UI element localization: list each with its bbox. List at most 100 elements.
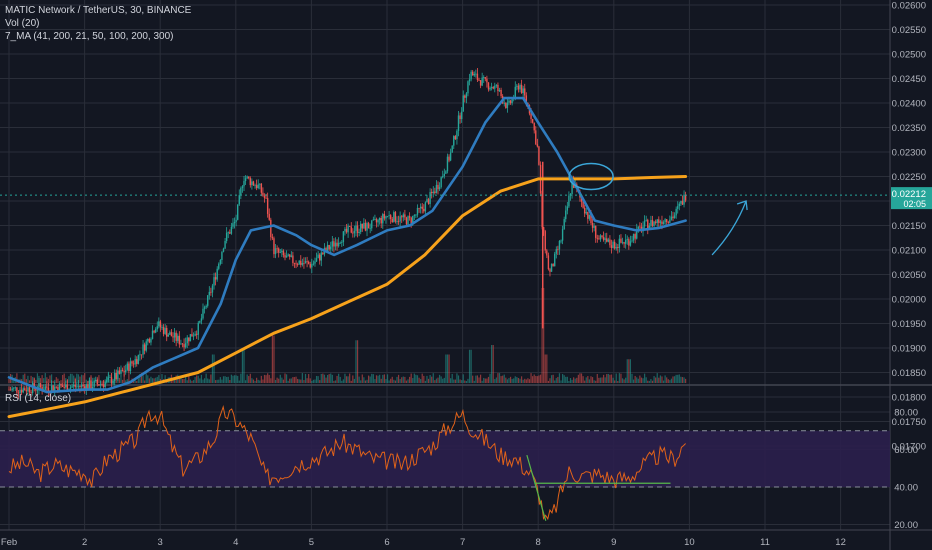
candle-body [16,387,18,393]
volume-bar [44,373,46,383]
rsi-legend[interactable]: RSI (14, close) [5,393,72,404]
volume-bar [71,373,73,383]
volume-bar [126,379,128,383]
volume-bar [347,376,349,383]
candle-body [125,369,127,373]
volume-bar [188,374,190,383]
crossover-circle[interactable] [568,162,614,191]
volume-bar [576,377,578,383]
candle-body [560,240,562,242]
volume-bar [25,379,27,383]
candle-body [139,354,141,356]
volume-bar [443,377,445,383]
volume-bar [366,379,368,383]
volume-bar [229,380,231,383]
volume-bar [271,335,273,383]
candle-body [314,261,316,264]
volume-bar [555,378,557,383]
candle-body [341,242,343,243]
volume-bar [431,376,433,383]
candlestick-series[interactable] [8,68,687,399]
volume-bar [363,377,365,383]
volume-bar [320,373,322,383]
rsi-axis[interactable]: 80.00 60.00 40.00 20.00 [894,408,918,532]
candle-body [61,385,64,388]
symbol-legend[interactable]: MATIC Network / TetherUS, 30, BINANCE [5,5,192,16]
candle-body [54,386,56,391]
candle-body [191,334,193,337]
candle-body [590,214,592,223]
candle-body [195,333,198,335]
volume-bar [662,380,665,383]
candle-body [281,250,283,253]
candle-body [369,228,371,230]
candle-body [98,384,100,386]
price-tick-label: 0.01950 [892,319,926,330]
volume-bar [451,373,453,383]
candle-body [189,334,192,342]
current-price-label: 0.02212 [892,189,926,200]
volume-bar [631,373,633,383]
ma-slow-line[interactable] [7,175,688,419]
candle-body [613,241,616,249]
ma-legend[interactable]: 7_MA (41, 200, 21, 50, 100, 200, 300) [5,31,174,42]
volume-bar [437,377,439,383]
volume-bar [413,373,415,383]
candle-body [270,219,272,238]
candle-body [246,176,248,179]
price-axis[interactable]: 0.02600 0.02550 0.02500 0.02450 0.02400 0.023… [891,1,932,453]
volume-bar [574,378,576,383]
candle-body [615,247,617,249]
candle-body [478,79,480,81]
rsi-tick-label: 60.00 [894,445,918,456]
volume-bar [211,354,214,383]
volume-bar [407,379,409,383]
candle-body [637,226,640,230]
volume-bar [330,373,332,383]
candle-body [664,219,666,223]
volume-bar [650,379,652,383]
candle-body [643,220,646,227]
volume-bar [626,359,628,383]
candle-body [489,88,491,90]
volume-bar [445,354,447,383]
volume-bar [383,374,385,383]
candle-body [364,222,367,231]
candle-body [19,389,21,394]
volume-bar [69,373,72,383]
volume-bar [421,373,423,383]
candle-body [55,386,58,388]
volume-bar [473,380,475,383]
volume-bar [438,374,441,383]
candle-body [292,255,294,263]
candle-body [222,248,225,252]
arrow-shaft[interactable] [711,200,747,256]
rsi-trendline[interactable] [526,454,547,521]
candle-body [356,225,359,234]
volume-bar [120,376,122,383]
volume-bar [516,377,518,383]
candle-body [680,200,682,204]
candle-body [419,206,422,209]
candle-body [677,206,679,209]
candle-body [333,241,335,247]
time-axis[interactable]: Feb 2 3 4 5 6 7 8 9 10 11 12 [1,537,846,548]
candle-body [279,252,281,253]
candle-body [554,253,556,267]
candle-body [177,335,179,341]
volume-bar [196,375,198,383]
candle-body [36,390,39,392]
volume-bar [394,380,397,383]
candle-body [307,261,310,264]
candle-body [465,93,468,98]
candle-body [383,214,386,219]
candle-body [413,215,416,217]
volume-legend[interactable]: Vol (20) [5,18,40,29]
volume-bar [285,374,288,383]
candle-body [159,321,162,328]
rsi-line[interactable] [8,404,686,521]
volume-bar [284,373,286,383]
time-tick-label: 11 [760,537,770,548]
candle-body [22,388,24,393]
